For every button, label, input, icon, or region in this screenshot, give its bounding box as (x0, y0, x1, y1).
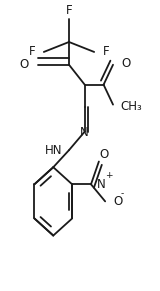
Text: HN: HN (45, 144, 63, 157)
Text: F: F (66, 4, 72, 17)
Text: F: F (29, 45, 35, 58)
Text: N: N (80, 126, 89, 139)
Text: O: O (20, 58, 29, 71)
Text: O: O (100, 148, 109, 161)
Text: N: N (97, 178, 106, 191)
Text: O: O (122, 57, 131, 70)
Text: CH₃: CH₃ (120, 100, 142, 113)
Text: O: O (114, 196, 123, 208)
Text: -: - (121, 189, 124, 198)
Text: F: F (103, 45, 109, 58)
Text: +: + (105, 171, 113, 180)
